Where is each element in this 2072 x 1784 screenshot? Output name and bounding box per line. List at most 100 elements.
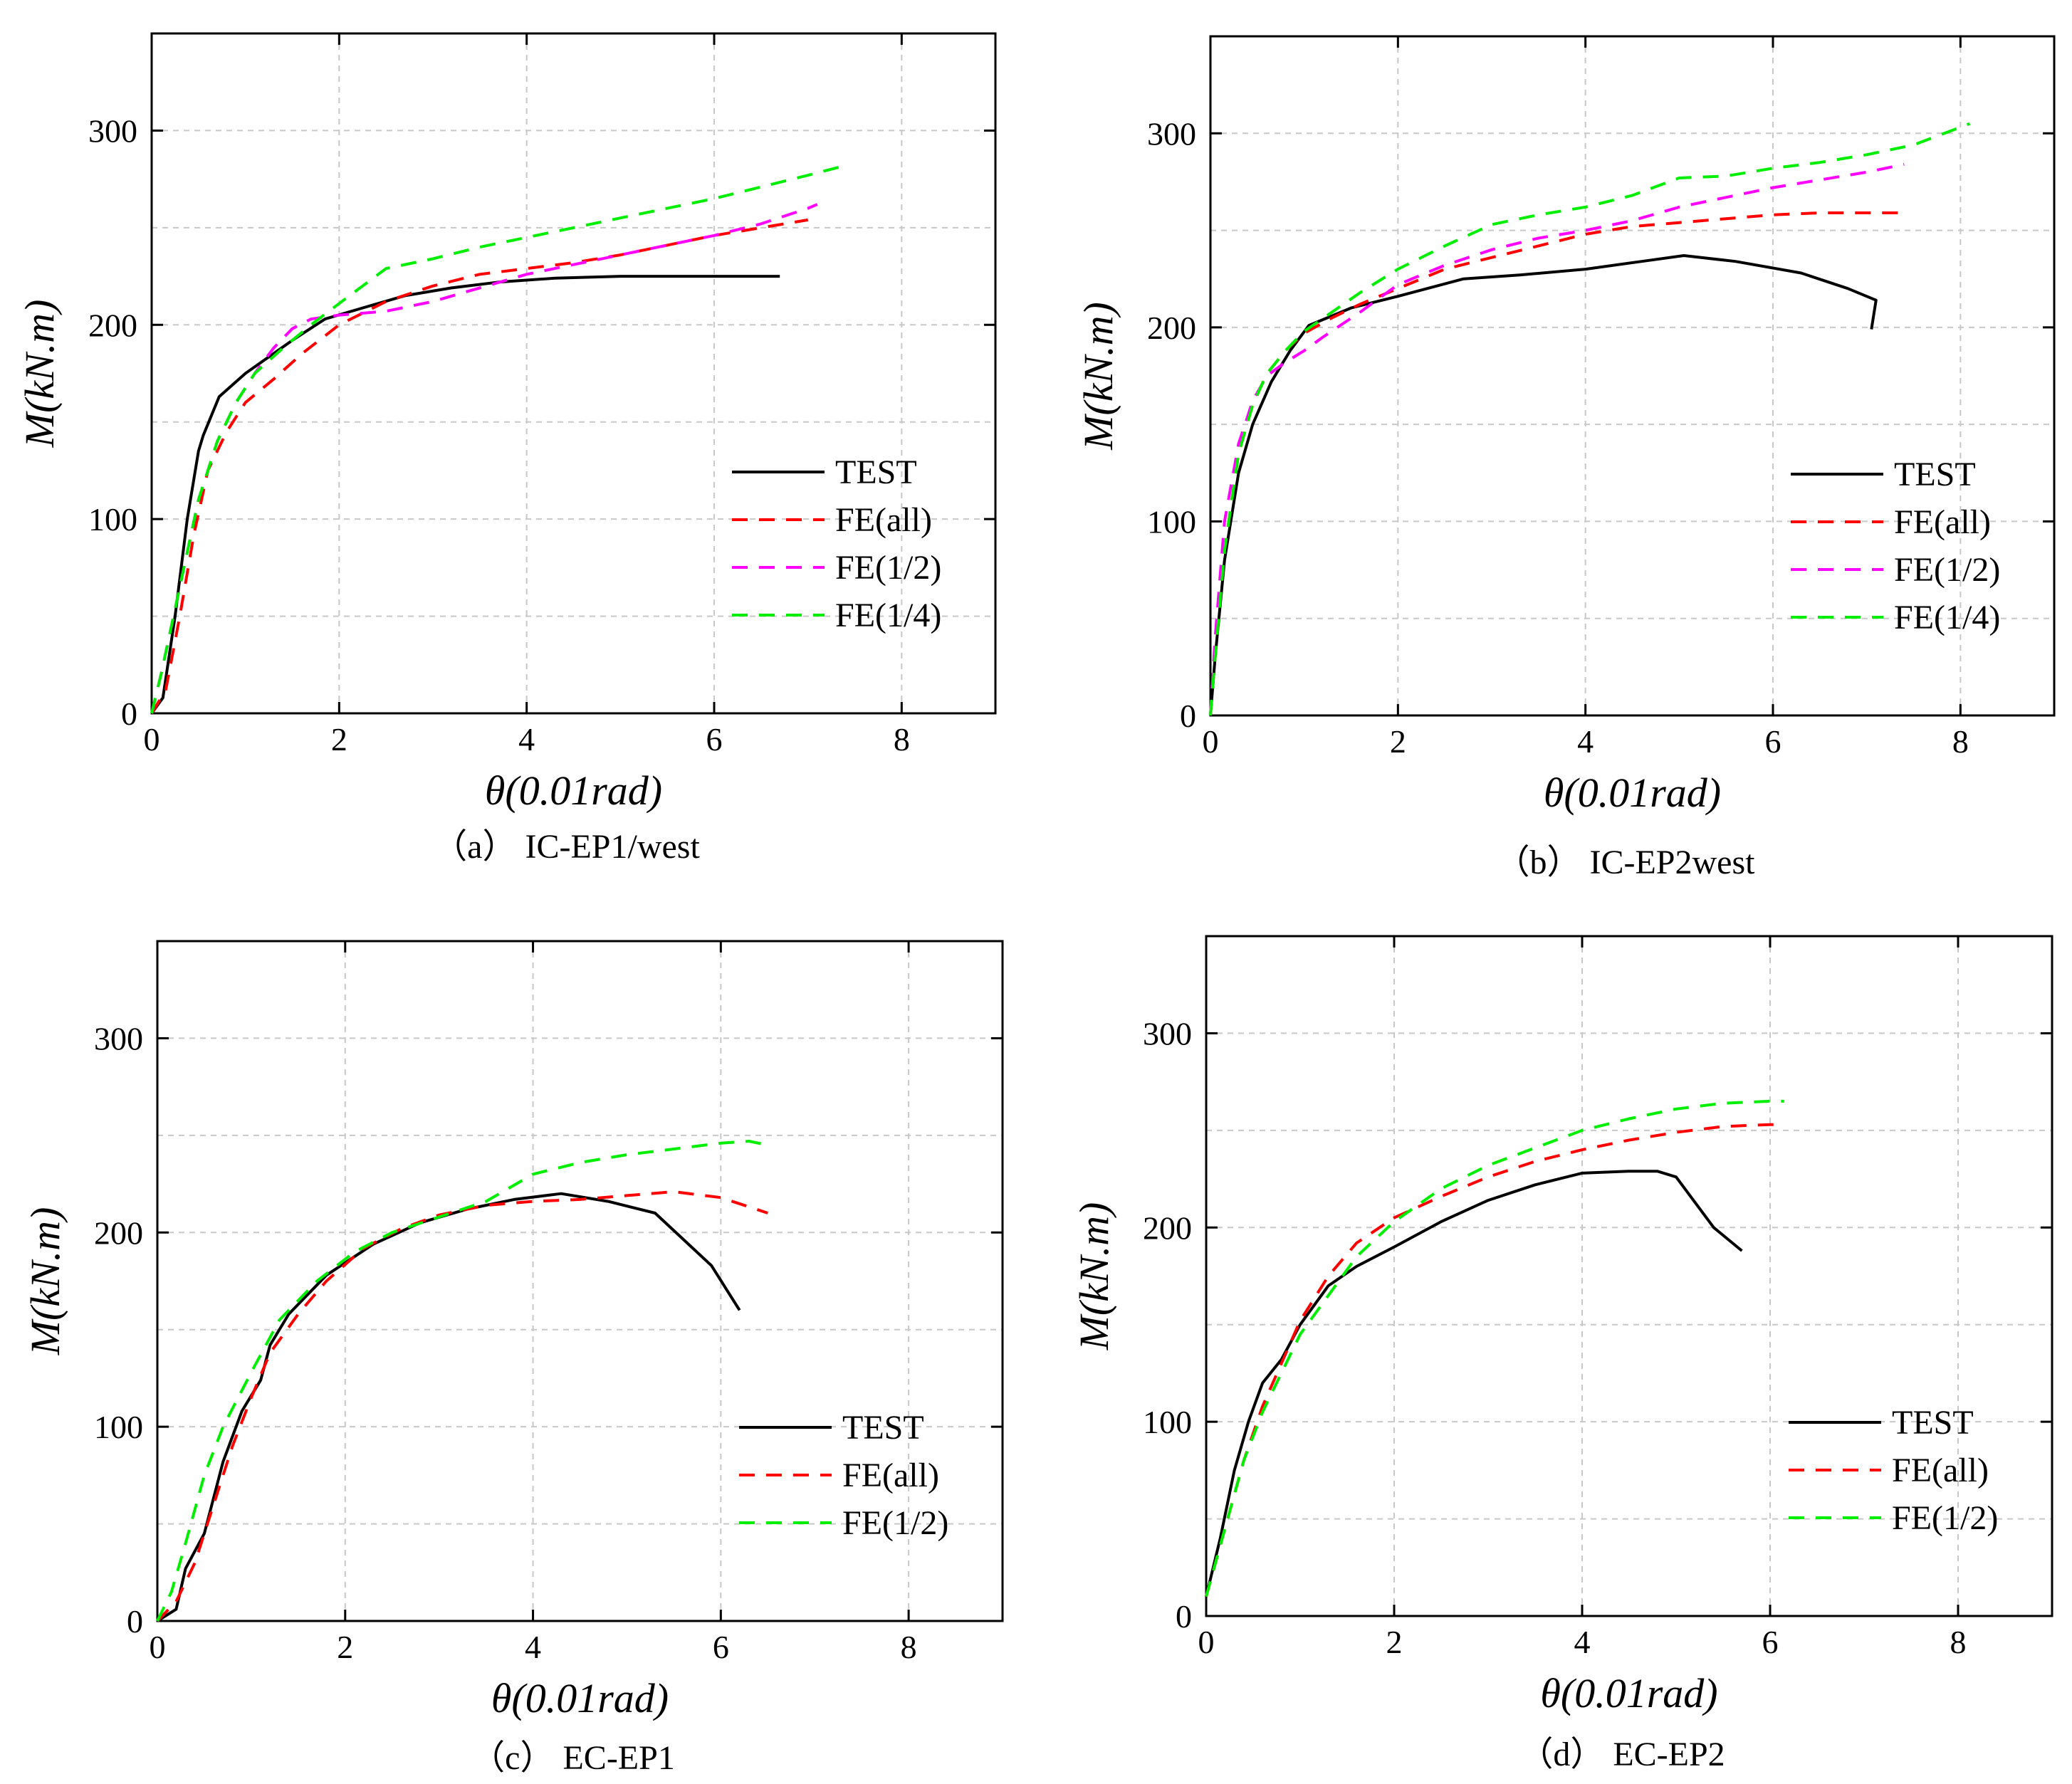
x-tick-labels: 0 2 4 6 8 (150, 1629, 917, 1665)
series-line-test (150, 275, 780, 715)
legend: TEST FE(all) FE(1/2) FE(1/4) (1791, 456, 2000, 636)
series-line-test (1209, 254, 1878, 716)
y-tick-label: 100 (88, 501, 137, 537)
plot-frame (150, 32, 997, 715)
y-tick-label: 200 (1143, 1210, 1192, 1246)
series-line-test (1205, 1170, 1743, 1597)
series-line-fe-all (156, 1190, 768, 1622)
x-tick-label: 0 (1203, 723, 1219, 760)
legend-label: FE(1/2) (842, 1504, 948, 1542)
y-axis-title: M(kN.m) (22, 1207, 68, 1356)
x-tick-label: 0 (144, 721, 160, 757)
x-tick-labels: 0 2 4 6 8 (1198, 1624, 1967, 1660)
series-line-fe-all (1205, 1123, 1780, 1597)
legend-label: FE(all) (1892, 1452, 1989, 1489)
x-tick-label: 0 (1198, 1624, 1215, 1660)
x-tick-label: 6 (1765, 723, 1781, 760)
axis-ticks (156, 941, 1003, 1622)
x-tick-label: 4 (1577, 723, 1594, 760)
x-tick-label: 6 (1762, 1624, 1779, 1660)
series-line-fe-1-4 (150, 164, 846, 714)
series-line-fe-1-2 (1205, 1099, 1784, 1597)
legend-label: TEST (1892, 1404, 1974, 1442)
x-tick-label: 8 (1950, 1624, 1967, 1660)
y-tick-labels: 0 100 200 300 (1147, 115, 1196, 734)
x-tick-label: 6 (706, 721, 723, 757)
x-tick-label: 4 (1574, 1624, 1591, 1660)
y-tick-label: 300 (94, 1020, 143, 1056)
chart-panel-a: 0 2 4 6 8 0 100 200 300 θ(0.01rad) M(kN.m) TEST… (16, 32, 997, 866)
legend: TEST FE(all) FE(1/2) (739, 1409, 948, 1542)
x-axis-title: θ(0.01rad) (485, 767, 662, 814)
grid-lines (1206, 936, 2052, 1616)
y-tick-label: 200 (94, 1214, 143, 1251)
plot-frame (1205, 935, 2053, 1617)
y-tick-labels: 0 100 200 300 (94, 1020, 143, 1639)
grid-lines (157, 941, 1003, 1621)
axis-ticks (150, 33, 995, 715)
legend-label: TEST (842, 1409, 924, 1447)
y-tick-label: 100 (1147, 503, 1196, 540)
y-tick-label: 300 (88, 112, 137, 149)
y-tick-label: 300 (1147, 115, 1196, 152)
legend-label: FE(1/2) (835, 549, 941, 587)
plot-frame (1209, 35, 2056, 717)
series-lines (150, 164, 846, 715)
x-tick-label: 2 (331, 721, 347, 757)
legend-label: TEST (835, 453, 917, 491)
x-axis-title: θ(0.01rad) (491, 1675, 669, 1721)
x-axis-title: θ(0.01rad) (1540, 1670, 1717, 1716)
x-tick-label: 8 (894, 721, 910, 757)
panel-caption: （a） IC-EP1/west (433, 828, 700, 866)
x-tick-label: 6 (713, 1629, 729, 1665)
legend-label: FE(all) (1894, 503, 1991, 541)
y-tick-labels: 0 100 200 300 (1143, 1015, 1192, 1635)
x-tick-labels: 0 2 4 6 8 (144, 721, 910, 757)
legend: TEST FE(all) FE(1/2) FE(1/4) (732, 453, 941, 634)
plot-frame (156, 940, 1004, 1622)
series-lines (156, 1140, 768, 1622)
legend-label: FE(1/4) (835, 597, 941, 634)
panel-caption: （c） EC-EP1 (471, 1739, 675, 1777)
series-line-fe-1-2 (1209, 162, 1905, 716)
x-tick-label: 2 (1390, 723, 1406, 760)
y-tick-label: 0 (127, 1603, 143, 1639)
x-tick-label: 4 (525, 1629, 541, 1665)
series-lines (1205, 1099, 1784, 1597)
y-tick-label: 200 (1147, 310, 1196, 346)
x-tick-label: 8 (1952, 723, 1969, 760)
legend-label: FE(1/2) (1892, 1499, 1998, 1537)
y-axis-title: M(kN.m) (1071, 1202, 1117, 1351)
y-tick-labels: 0 100 200 300 (88, 112, 137, 732)
legend-label: FE(all) (842, 1457, 939, 1494)
y-tick-label: 100 (94, 1409, 143, 1445)
legend-label: TEST (1894, 456, 1976, 493)
x-tick-label: 8 (901, 1629, 917, 1665)
chart-panel-b: 0 2 4 6 8 0 100 200 300 θ(0.01rad) M(kN.m) TEST… (1075, 35, 2056, 881)
panel-caption: （b） IC-EP2west (1496, 844, 1756, 881)
x-tick-label: 4 (518, 721, 535, 757)
legend-label: FE(all) (835, 501, 932, 539)
y-tick-label: 300 (1143, 1015, 1192, 1051)
series-line-test (156, 1192, 741, 1622)
legend-label: FE(1/2) (1894, 551, 2000, 589)
axis-ticks (1205, 936, 2052, 1617)
series-line-fe-1-2 (156, 1140, 768, 1622)
x-tick-label: 2 (337, 1629, 353, 1665)
x-tick-label: 2 (1386, 1624, 1403, 1660)
series-line-fe-all (150, 218, 809, 715)
panel-caption: （d） EC-EP2 (1519, 1736, 1725, 1773)
y-tick-label: 200 (88, 307, 137, 343)
series-line-fe-1-4 (1209, 122, 1971, 716)
series-lines (1209, 122, 1971, 716)
y-tick-label: 0 (1180, 698, 1196, 734)
legend-label: FE(1/4) (1894, 599, 2000, 636)
chart-panel-d: 0 2 4 6 8 0 100 200 300 θ(0.01rad) M(kN.m) TEST… (1071, 935, 2053, 1773)
x-tick-labels: 0 2 4 6 8 (1203, 723, 1969, 760)
series-line-fe-all (1209, 211, 1905, 716)
x-tick-label: 0 (150, 1629, 166, 1665)
y-axis-title: M(kN.m) (16, 300, 63, 448)
chart-panel-c: 0 2 4 6 8 0 100 200 300 θ(0.01rad) M(kN.m) TEST… (22, 940, 1004, 1777)
y-tick-label: 0 (121, 696, 137, 732)
grid-lines (1210, 36, 2054, 715)
